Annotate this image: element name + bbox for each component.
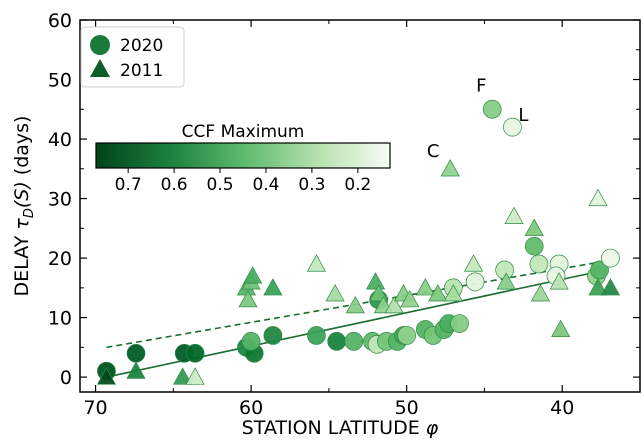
point-2011 [263,278,283,296]
point-2011 [428,284,448,302]
x-tick-label: 60 [239,397,263,419]
point-2020 [465,272,485,292]
point-2011 [365,272,386,290]
point-2020 [601,248,620,268]
x-axis-label: STATION LATITUDE φ [242,417,439,439]
point-2020 [344,332,364,351]
annotation-C: C [427,141,440,162]
point-2011 [549,272,569,290]
point-2011 [400,290,420,308]
point-2020 [307,326,326,345]
colorbar-tick-label: 0.7 [115,175,142,195]
point-2020 [327,332,347,351]
point-2011 [496,272,516,290]
colorbar-gradient [95,142,391,169]
x-tick-label: 40 [550,397,574,419]
point-2011 [463,254,484,272]
x-axis-symbol: φ [426,417,439,439]
point-2011 [243,266,263,284]
y-tick-label: 30 [48,189,72,211]
point-2011 [504,206,524,224]
point-2011 [588,278,608,296]
point-2011 [600,278,621,296]
y-tick-label: 60 [48,10,72,32]
annotation-F: F [476,75,486,96]
colorbar-label: CCF Maximum [182,122,305,142]
point-2011 [345,295,365,314]
point-2020 [590,260,609,280]
point-2011 [588,188,608,207]
x-tick-label: 70 [83,397,107,419]
point-2020 [126,343,146,363]
legend: 2020 2011 [80,26,185,88]
point-2020 [263,326,283,345]
point-2011 [306,254,327,272]
y-tick-label: 20 [48,248,72,270]
data-markers [96,99,621,385]
colorbar: CCF Maximum 0.7 0.6 0.5 0.4 0.3 0.2 [95,122,391,195]
legend-label-2011: 2011 [120,61,163,81]
y-axis-subscript: D [22,208,37,218]
y-tick-label: 10 [48,308,72,330]
point-2020 [503,117,522,137]
legend-marker-2020 [90,35,110,55]
point-2011 [173,367,193,385]
point-2011 [440,159,460,177]
colorbar-tick-label: 0.3 [298,175,325,195]
colorbar-tick-label: 0.4 [252,175,279,195]
point-2011 [238,290,258,308]
axis-ticks: 70 60 50 40 0 10 20 30 40 50 60 [48,10,641,419]
y-axis-label-text: DELAY [11,235,33,296]
point-2011 [126,361,146,379]
legend-marker-2011 [90,59,110,77]
point-2020 [241,332,261,351]
point-2020 [482,99,502,119]
point-2011 [415,278,435,296]
y-axis-unit: (days) [11,116,33,176]
annotation-L: L [518,105,528,126]
point-2020 [185,343,205,363]
colorbar-tick-label: 0.6 [161,175,188,195]
point-2011 [96,367,117,385]
colorbar-ticks: 0.7 0.6 0.5 0.4 0.3 0.2 [115,168,371,195]
y-axis-label: DELAY τD(S) (days) [11,116,37,297]
y-tick-label: 0 [60,367,72,389]
point-2011 [325,284,345,302]
point-2020 [397,326,417,345]
colorbar-tick-label: 0.2 [344,175,371,195]
x-tick-label: 50 [395,397,419,419]
y-tick-label: 50 [48,70,72,92]
point-annotations: F L C [427,75,529,161]
point-2020 [450,314,469,333]
plot-frame [79,19,641,393]
y-tick-label: 40 [48,129,72,151]
colorbar-tick-label: 0.5 [207,175,234,195]
point-2020 [524,236,544,256]
x-axis-label-text: STATION LATITUDE [242,417,420,439]
point-2011 [524,218,544,236]
y-axis-arg: (S) [11,181,33,208]
point-2011 [185,367,205,385]
point-2011 [551,319,571,338]
point-2011 [384,295,404,314]
y-axis-symbol: τ [11,218,33,230]
point-2020 [529,254,549,274]
point-2011 [443,284,463,302]
point-2011 [530,284,551,302]
legend-label-2020: 2020 [120,36,163,56]
